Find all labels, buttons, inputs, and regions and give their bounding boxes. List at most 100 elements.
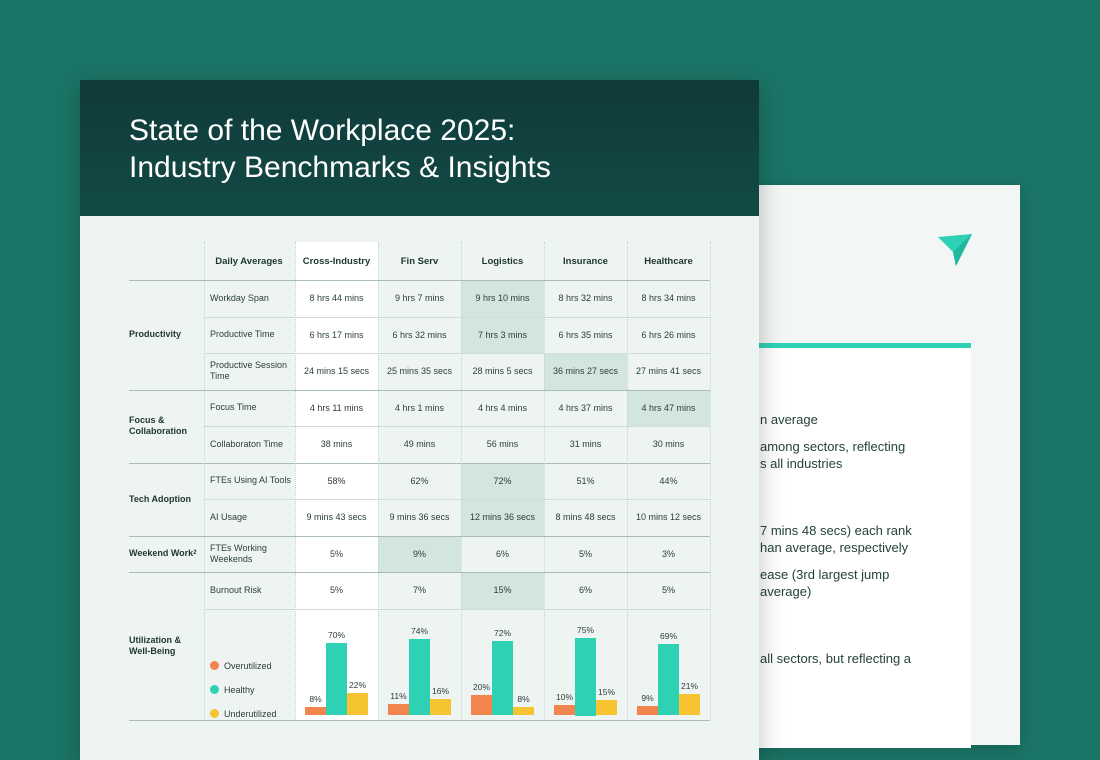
column-header: Cross-Industry [302, 255, 371, 267]
column-header: Fin Serv [400, 255, 439, 267]
row-divider [204, 608, 710, 610]
table-cell: 62% [410, 475, 429, 486]
row-divider [204, 426, 710, 427]
underutilized-bar [679, 693, 700, 716]
table-cell: 3% [661, 548, 675, 559]
bar-value-label: 69% [659, 630, 677, 641]
table-cell: 12 mins 36 secs [469, 512, 536, 523]
table-cell: 6% [578, 585, 592, 596]
front-page: State of the Workplace 2025: Industry Be… [80, 80, 759, 760]
row-divider [204, 316, 710, 318]
table-cell: 6% [495, 548, 509, 559]
highlight-cell [461, 280, 544, 317]
table-cell: 6 hrs 35 mins [558, 329, 613, 340]
highlight-cell [461, 499, 544, 536]
bar-value-label: 72% [493, 627, 511, 638]
column-header-daily-averages: Daily Averages [215, 255, 283, 267]
legend-swatch [210, 685, 219, 694]
table-cell: 25 mins 35 secs [386, 366, 453, 377]
table-cell: 15% [493, 585, 512, 596]
legend-label: Underutilized [224, 708, 277, 719]
bar-value-label: 16% [431, 685, 449, 696]
back-page-text-line: 7 mins 48 secs) each rank [760, 523, 912, 538]
table-cell: 7% [412, 585, 426, 596]
underutilized-bar [596, 699, 617, 716]
title-line-2: Industry Benchmarks & Insights [129, 151, 551, 184]
metric-label: Burnout Risk [210, 584, 262, 595]
column-divider [627, 242, 628, 720]
back-page-text-line: n average [760, 412, 818, 427]
metric-label: Collaboraton Time [210, 438, 284, 449]
table-cell: 9 hrs 7 mins [394, 293, 445, 304]
row-divider [129, 572, 710, 573]
column-divider [461, 242, 462, 720]
category-label: Productivity [129, 329, 182, 340]
column-header: Insurance [563, 255, 608, 267]
bar-value-label: 8% [517, 694, 530, 705]
highlight-cell [378, 535, 461, 572]
metric-label: Productive Session Time [210, 360, 288, 382]
back-page-text-line: among sectors, reflecting [760, 439, 906, 454]
bar-value-label: 70% [327, 629, 345, 640]
category-label: Utilization & Well-Being [129, 634, 181, 656]
underutilized-bar [430, 698, 451, 716]
table-cell: 9 mins 43 secs [306, 512, 367, 523]
column-divider [544, 242, 545, 720]
cross-industry-column [295, 242, 378, 720]
table-cell: 38 mins [320, 439, 353, 450]
table-cell: 4 hrs 37 mins [558, 402, 613, 413]
legend-item: Healthy [210, 685, 255, 695]
legend-item: Underutilized [210, 709, 277, 719]
bar-value-label: 10% [555, 692, 573, 703]
row-divider [129, 462, 710, 464]
bar-value-label: 8% [309, 694, 322, 705]
table-cell: 27 mins 41 secs [635, 366, 702, 377]
table-bottom-rule [129, 719, 710, 721]
metric-label: Workday Span [210, 292, 269, 303]
table-cell: 9 mins 36 secs [389, 512, 450, 523]
table-cell: 4 hrs 1 mins [394, 402, 445, 413]
overutilized-bar [388, 704, 409, 716]
metric-label: FTEs Using AI Tools [210, 475, 291, 486]
row-divider [129, 535, 710, 537]
table-cell: 7 hrs 3 mins [477, 329, 528, 340]
healthy-bar [492, 640, 513, 716]
column-divider [295, 242, 296, 720]
overutilized-bar [305, 707, 326, 716]
table-cell: 31 mins [569, 439, 602, 450]
bar-value-label: 75% [576, 624, 594, 635]
highlight-cell [461, 316, 544, 353]
overutilized-bar [471, 694, 492, 716]
table-cell: 8 mins 48 secs [555, 512, 616, 523]
metric-label: Focus Time [210, 402, 257, 413]
underutilized-bar [347, 692, 368, 716]
table-cell: 72% [493, 475, 512, 486]
bar-value-label: 11% [390, 691, 407, 702]
hero-banner: State of the Workplace 2025: Industry Be… [80, 80, 759, 216]
table-cell: 4 hrs 4 mins [477, 402, 528, 413]
table-cell: 8 hrs 32 mins [558, 293, 613, 304]
table-cell: 8 hrs 34 mins [641, 293, 696, 304]
legend-item: Overutilized [210, 661, 272, 671]
column-divider [710, 242, 711, 720]
highlight-cell [627, 389, 710, 426]
table-cell: 6 hrs 17 mins [309, 329, 364, 340]
metric-label: Productive Time [210, 329, 275, 340]
metric-label: AI Usage [210, 511, 248, 522]
brand-arrow-icon [938, 234, 972, 266]
table-cell: 24 mins 15 secs [303, 366, 370, 377]
overutilized-bar [554, 705, 575, 716]
highlight-cell [461, 572, 544, 609]
table-cell: 28 mins 5 secs [472, 366, 533, 377]
overutilized-bar [637, 706, 658, 716]
metric-label: FTEs Working Weekends [210, 542, 267, 564]
bar-value-label: 22% [348, 679, 366, 690]
table-cell: 58% [327, 475, 346, 486]
table-cell: 49 mins [403, 439, 436, 450]
document-title: State of the Workplace 2025: Industry Be… [129, 112, 551, 186]
underutilized-bar [513, 707, 534, 716]
bar-value-label: 9% [641, 693, 654, 704]
table-cell: 10 mins 12 secs [635, 512, 702, 523]
table-cell: 51% [576, 475, 595, 486]
footnote-marker: 2 [193, 550, 197, 557]
